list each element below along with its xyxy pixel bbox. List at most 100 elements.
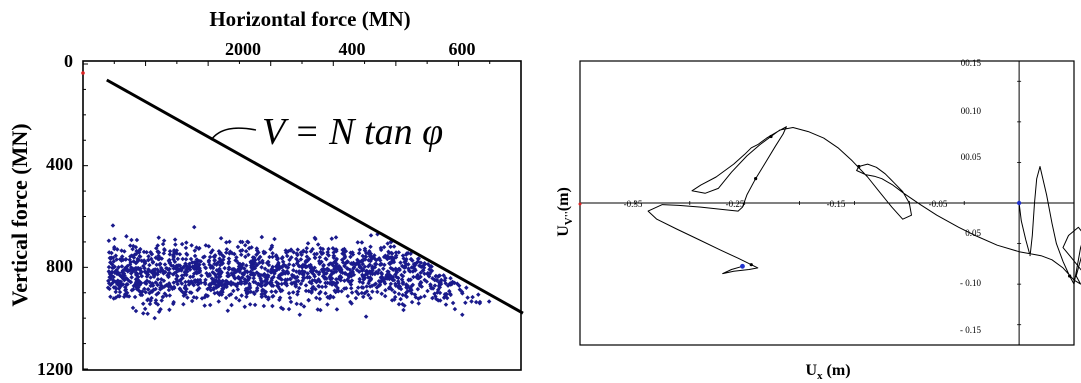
right-x-tick-label-4: -0.05 (929, 199, 948, 209)
scatter-point (397, 267, 402, 273)
scatter-point (357, 247, 362, 252)
scatter-point (406, 277, 411, 282)
scatter-point (270, 251, 275, 256)
scatter-point (316, 283, 321, 289)
scatter-point (132, 294, 138, 300)
scatter-point (356, 260, 362, 266)
scatter-point (463, 300, 468, 306)
scatter-point (353, 295, 359, 301)
scatter-point (314, 269, 319, 274)
scatter-point (247, 281, 252, 287)
scatter-point (442, 292, 448, 297)
scatter-point (345, 259, 350, 264)
scatter-point (363, 314, 369, 319)
scatter-point (242, 304, 248, 310)
scatter-point (194, 295, 199, 301)
scatter-point (245, 277, 251, 282)
scatter-point (329, 236, 335, 241)
scatter-point (470, 294, 475, 300)
scatter-point (386, 250, 392, 256)
scatter-point (367, 284, 373, 289)
scatter-point (235, 244, 241, 250)
scatter-point (359, 240, 365, 245)
scatter-point (183, 279, 188, 285)
scatter-point (113, 289, 119, 295)
scatter-point (350, 269, 356, 275)
right-y-tick-label-3: 00.05 (961, 152, 982, 162)
scatter-point (124, 234, 129, 239)
scatter-point (288, 299, 294, 305)
scatter-point (273, 264, 279, 269)
envelope-annotation: V = N tan φ (262, 111, 443, 153)
scatter-point (309, 290, 314, 295)
scatter-point (388, 281, 394, 287)
scatter-point (313, 236, 318, 242)
left-x-tick-marks (113, 61, 491, 66)
scatter-point (155, 276, 161, 282)
scatter-point (245, 269, 250, 275)
scatter-point (261, 288, 267, 294)
scatter-point (379, 270, 384, 276)
scatter-point (362, 291, 367, 296)
scatter-point (284, 253, 290, 259)
scatter-point (118, 279, 124, 285)
scatter-point (307, 275, 312, 280)
scatter-point (304, 254, 310, 259)
scatter-point (255, 281, 261, 287)
left-y-axis-label: Vertical force (MN) (7, 123, 32, 306)
scatter-point (306, 298, 311, 303)
left-y-tick-label-0: 0 (64, 51, 73, 71)
left-chart-title: Horizontal force (MN) (209, 7, 410, 31)
right-x-axis-label: Ux (m) (805, 362, 850, 382)
scatter-point (270, 293, 276, 299)
scatter-point (265, 259, 271, 265)
scatter-point (188, 274, 193, 280)
scatter-point (207, 302, 213, 308)
scatter-point (422, 261, 428, 266)
scatter-point (422, 271, 427, 276)
scatter-point (384, 276, 390, 281)
scatter-point (391, 244, 397, 249)
scatter-point (242, 242, 248, 248)
scatter-point (312, 255, 318, 261)
scatter-point (331, 255, 337, 261)
scatter-point (360, 280, 366, 286)
scatter-point (333, 247, 338, 253)
scatter-point (124, 266, 130, 272)
left-y-tick-marks (83, 63, 88, 370)
scatter-point (416, 296, 421, 301)
scatter-point (366, 292, 371, 298)
scatter-point (250, 267, 255, 272)
scatter-point (309, 266, 315, 272)
scatter-point (298, 281, 304, 287)
scatter-point (129, 237, 134, 243)
scatter-point (112, 236, 117, 242)
scatter-point (199, 273, 204, 278)
scatter-point (402, 303, 407, 308)
scatter-point (233, 295, 239, 301)
scatter-point (406, 266, 411, 272)
scatter-point (160, 294, 166, 300)
left-chart: Horizontal force (MN) 2000 400 600 0 400… (7, 7, 524, 379)
scatter-point (324, 257, 329, 262)
scatter-point (270, 254, 275, 260)
scatter-point (150, 259, 156, 265)
scatter-point (280, 259, 286, 265)
scatter-point (416, 256, 421, 261)
scatter-point (345, 277, 350, 282)
scatter-point (106, 238, 112, 244)
scatter-point (381, 277, 386, 282)
scatter-point (450, 300, 456, 306)
scatter-point (405, 283, 410, 288)
scatter-point (306, 256, 312, 262)
scatter-point (443, 302, 449, 307)
scatter-point (372, 253, 377, 258)
scatter-point (179, 268, 184, 273)
scatter-point (295, 259, 301, 264)
scatter-point (129, 275, 134, 280)
scatter-point (106, 250, 112, 255)
right-x-tick-label-3: -0.15 (827, 199, 846, 209)
trajectory-point (857, 164, 861, 169)
scatter-point (413, 267, 418, 273)
scatter-point (384, 272, 390, 277)
